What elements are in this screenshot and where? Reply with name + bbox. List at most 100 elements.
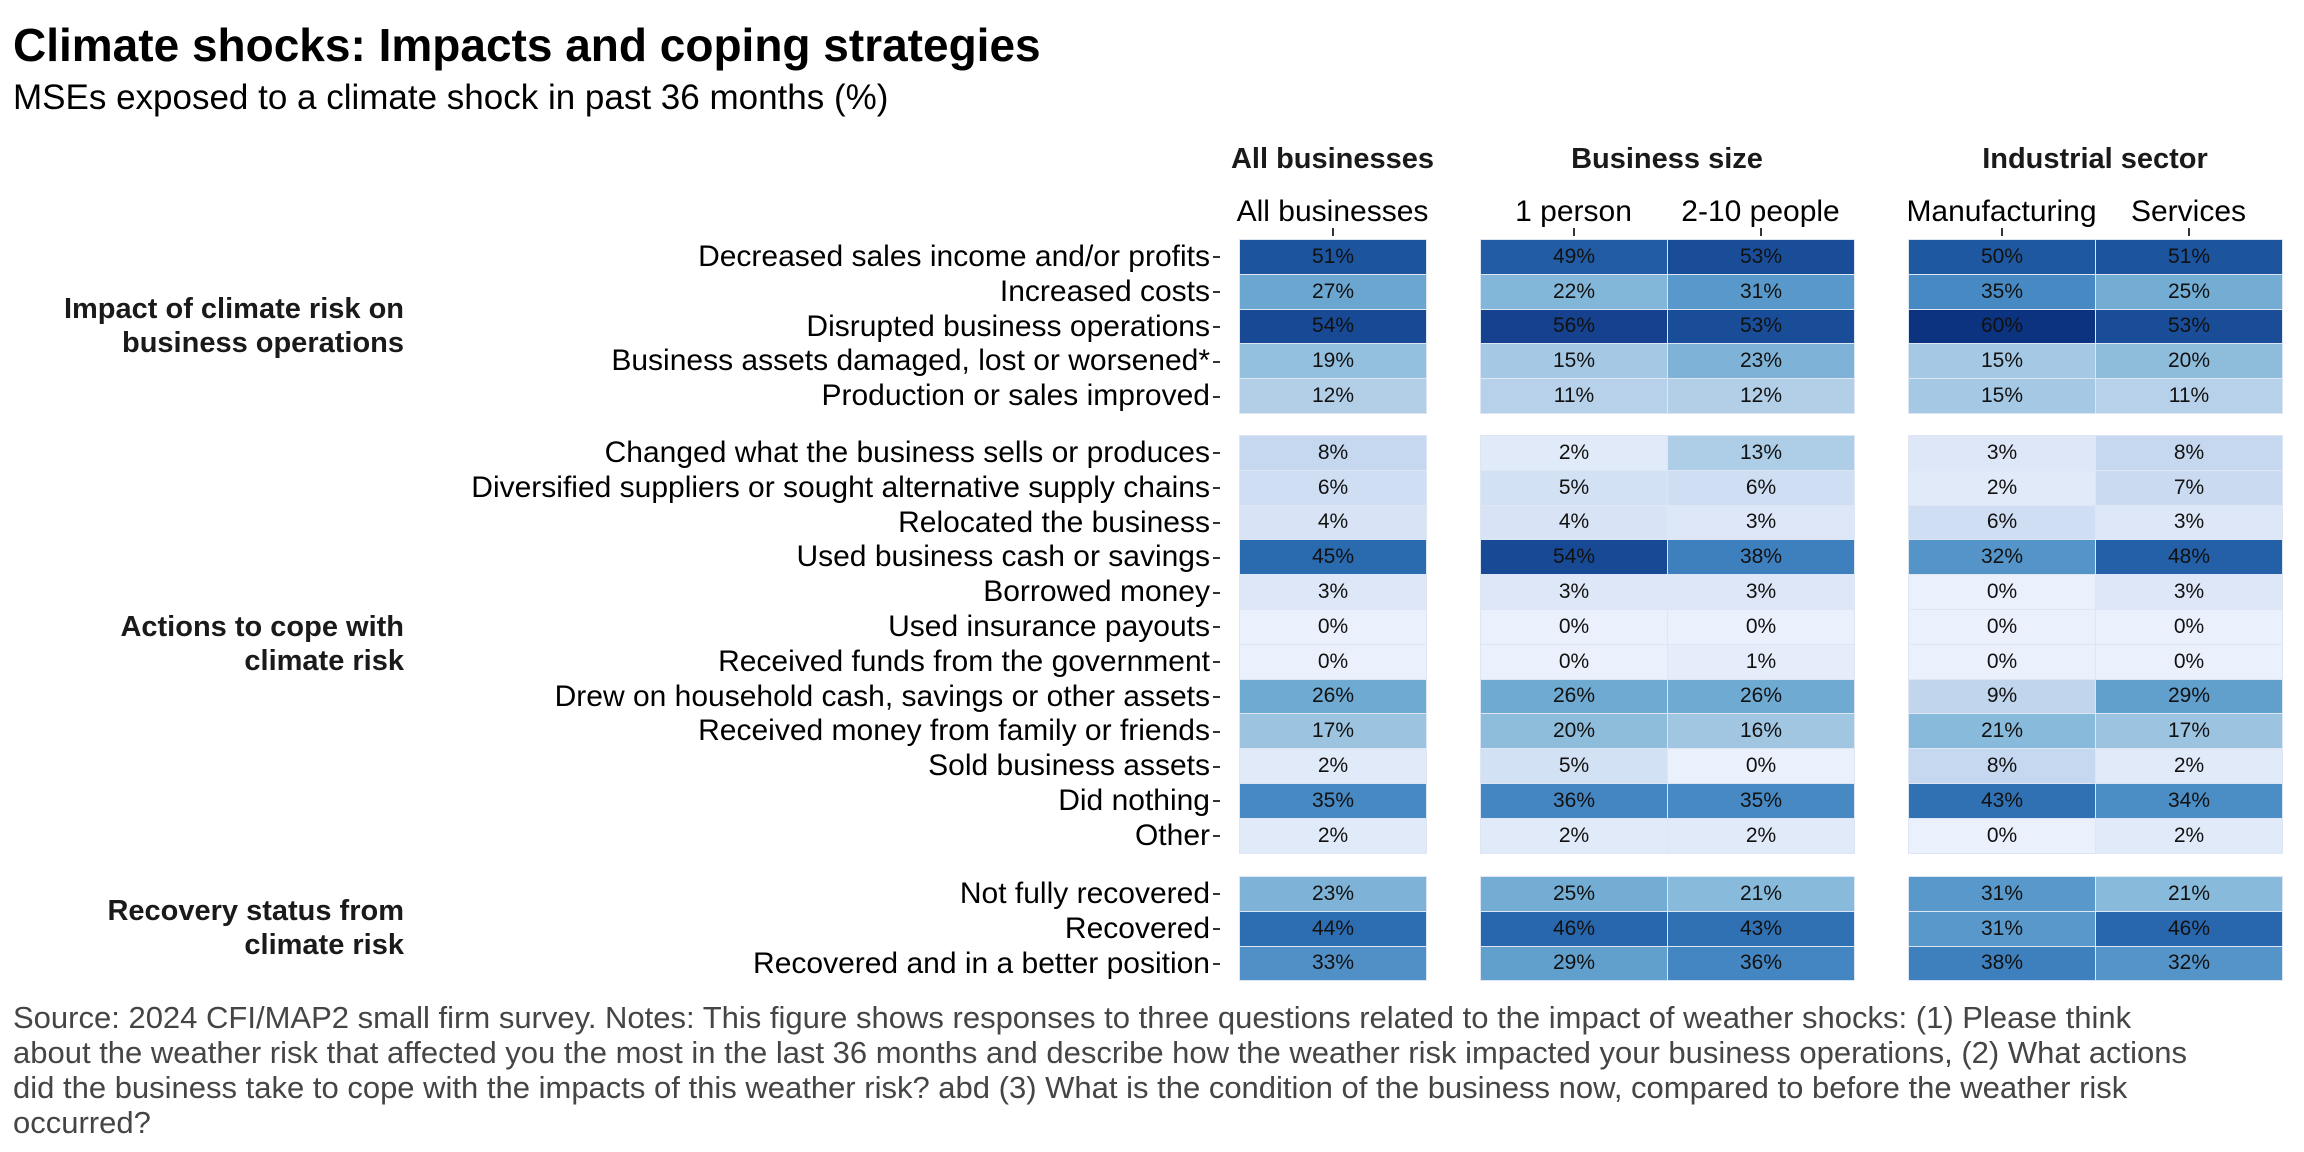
- row-tick: [1213, 395, 1220, 398]
- heatmap-cell: 11%: [1480, 378, 1668, 414]
- row-label: Relocated the business: [898, 505, 1210, 539]
- source-note: Source: 2024 CFI/MAP2 small firm survey.…: [13, 1000, 2188, 1140]
- heatmap-cell: 53%: [1667, 308, 1855, 345]
- heatmap-cell: 0%: [1667, 748, 1855, 784]
- row-label: Used insurance payouts: [888, 610, 1210, 643]
- heatmap-cell: 26%: [1480, 678, 1668, 715]
- column-tick: [2000, 228, 2003, 236]
- row-tick: [1213, 487, 1220, 490]
- heatmap-cell: 49%: [1480, 239, 1668, 275]
- heatmap-cell: 21%: [2095, 876, 2283, 912]
- heatmap-cell: 0%: [1480, 609, 1668, 645]
- row-label: Diversified suppliers or sought alternat…: [471, 470, 1210, 504]
- heatmap-cell: 34%: [2095, 783, 2283, 819]
- heatmap-cell: 54%: [1480, 539, 1668, 576]
- column-header: Services: [2130, 195, 2247, 228]
- column-tick: [1572, 228, 1575, 236]
- heatmap-cell: 23%: [1667, 343, 1855, 380]
- heatmap-cell: 3%: [1480, 574, 1668, 610]
- group-label-line: Actions to cope with: [120, 610, 404, 643]
- heatmap-cell: 35%: [1908, 273, 2096, 310]
- heatmap-cell: 0%: [1908, 574, 2096, 610]
- heatmap-cell: 16%: [1667, 713, 1855, 750]
- group-label: Recovery status from climate risk: [107, 894, 404, 962]
- column-header: All businesses: [1236, 195, 1429, 228]
- heatmap-cell: 32%: [1908, 539, 2096, 576]
- row-tick: [1213, 591, 1220, 594]
- row-label: Borrowed money: [983, 575, 1210, 609]
- heatmap-cell: 15%: [1480, 343, 1668, 380]
- heatmap-cell: 21%: [1908, 713, 2096, 750]
- heatmap-cell: 0%: [1908, 643, 2096, 680]
- group-label-line: Impact of climate risk on: [63, 293, 404, 325]
- heatmap-cell: 2%: [2095, 817, 2283, 854]
- row-tick: [1213, 556, 1220, 559]
- row-tick: [1213, 730, 1220, 733]
- heatmap-cell: 29%: [2095, 678, 2283, 715]
- heatmap-cell: 3%: [1239, 574, 1427, 610]
- column-header: Manufacturing: [1906, 195, 2097, 228]
- row-tick: [1213, 291, 1220, 294]
- row-label: Received funds from the government: [718, 644, 1210, 678]
- row-label: Business assets damaged, lost or worsene…: [611, 344, 1210, 378]
- heatmap-cell: 2%: [1667, 817, 1855, 854]
- row-tick: [1213, 522, 1220, 524]
- group-label: Impact of climate risk on business operat…: [64, 292, 404, 360]
- heatmap-cell: 1%: [1667, 643, 1855, 680]
- heatmap-cell: 4%: [1480, 504, 1668, 541]
- row-label: Sold business assets: [928, 749, 1210, 783]
- heatmap-cell: 15%: [1908, 343, 2096, 380]
- column-tick: [1759, 228, 1762, 236]
- heatmap-cell: 12%: [1667, 378, 1855, 414]
- heatmap-cell: 36%: [1480, 783, 1668, 819]
- heatmap-cell: 0%: [1908, 817, 2096, 854]
- row-label: Changed what the business sells or produ…: [604, 436, 1210, 469]
- heatmap-cell: 17%: [2095, 713, 2283, 750]
- column-tick: [1331, 228, 1334, 236]
- heatmap-cell: 15%: [1908, 378, 2096, 414]
- row-tick: [1213, 256, 1220, 259]
- heatmap-cell: 46%: [2095, 910, 2283, 947]
- heatmap-cell: 4%: [1239, 504, 1427, 541]
- group-label: Actions to cope with climate risk: [120, 610, 404, 678]
- heatmap-cell: 0%: [1239, 643, 1427, 680]
- heatmap-cell: 0%: [1908, 609, 2096, 645]
- group-label-line: business operations: [121, 327, 404, 359]
- heatmap-cell: 17%: [1239, 713, 1427, 750]
- panel-header: Business size: [1571, 143, 1763, 175]
- column-header: 2-10 people: [1681, 195, 1840, 228]
- heatmap-cell: 6%: [1667, 469, 1855, 506]
- heatmap-cell: 43%: [1908, 783, 2096, 819]
- row-label: Did nothing: [1058, 784, 1210, 817]
- row-tick: [1213, 800, 1220, 803]
- heatmap-cell: 29%: [1480, 945, 1668, 982]
- row-label: Disrupted business operations: [806, 309, 1210, 343]
- heatmap-cell: 48%: [2095, 539, 2283, 576]
- heatmap-cell: 8%: [1908, 748, 2096, 784]
- heatmap-cell: 12%: [1239, 378, 1427, 414]
- column-header: 1 person: [1515, 195, 1632, 228]
- heatmap-cell: 31%: [1667, 273, 1855, 310]
- heatmap-cell: 3%: [2095, 574, 2283, 610]
- heatmap-cell: 0%: [1480, 643, 1668, 680]
- heatmap-cell: 3%: [1667, 574, 1855, 610]
- row-tick: [1213, 696, 1220, 698]
- heatmap-cell: 22%: [1480, 273, 1668, 310]
- row-tick: [1213, 835, 1220, 838]
- heatmap-cell: 2%: [1480, 435, 1668, 471]
- heatmap-cell: 36%: [1667, 945, 1855, 982]
- heatmap-cell: 0%: [1239, 609, 1427, 645]
- heatmap-cell: 19%: [1239, 343, 1427, 380]
- heatmap-cell: 23%: [1239, 876, 1427, 912]
- heatmap-cell: 21%: [1667, 876, 1855, 912]
- panel-header: Industrial sector: [1982, 143, 2208, 175]
- heatmap-cell: 53%: [2095, 308, 2283, 345]
- row-label: Increased costs: [999, 274, 1210, 308]
- row-tick: [1213, 452, 1220, 455]
- heatmap-cell: 0%: [2095, 609, 2283, 645]
- heatmap-cell: 46%: [1480, 910, 1668, 947]
- group-label-line: climate risk: [244, 644, 404, 677]
- heatmap-cell: 6%: [1908, 504, 2096, 541]
- heatmap-cell: 0%: [1667, 609, 1855, 645]
- heatmap-cell: 3%: [2095, 504, 2283, 541]
